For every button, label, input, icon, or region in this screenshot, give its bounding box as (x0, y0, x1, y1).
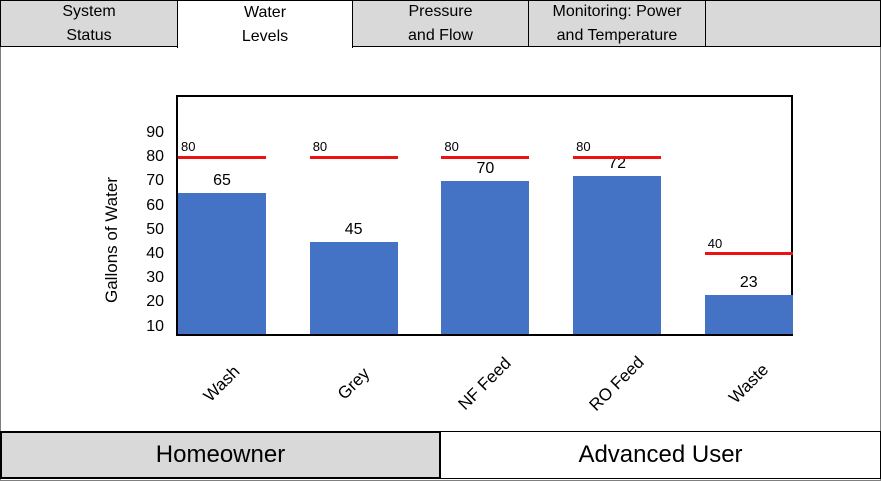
advanced-user-button[interactable]: Advanced User (441, 431, 881, 479)
homeowner-button[interactable]: Homeowner (0, 431, 441, 479)
limit-line (178, 155, 266, 159)
tab-system-status[interactable]: System Status (0, 0, 178, 47)
bar-value-label: 45 (344, 220, 363, 238)
limit-label: 40 (707, 235, 723, 251)
bar-ro-feed (573, 176, 662, 334)
y-tick-label: 20 (146, 293, 164, 311)
y-tick-label: 60 (146, 196, 164, 214)
bar-wash (178, 193, 266, 334)
tab-label: Water Levels (241, 3, 289, 45)
tab-monitoring-power-temperature[interactable]: Monitoring: Power and Temperature (528, 0, 706, 47)
limit-label: 80 (444, 139, 459, 155)
limit-label: 80 (576, 139, 591, 155)
limit-line (573, 155, 662, 159)
y-tick-label: 70 (146, 172, 164, 190)
limit-label: 80 (312, 139, 328, 155)
y-tick-label: 10 (146, 317, 164, 335)
tab-water-levels[interactable]: Water Levels (177, 0, 353, 48)
homeowner-label: Homeowner (155, 441, 286, 468)
y-tick-label: 90 (146, 123, 164, 141)
tab-empty[interactable] (705, 0, 881, 47)
tab-label: System Status (62, 2, 116, 44)
bar-value-label: 65 (213, 172, 231, 190)
bar-value-label: 72 (608, 155, 626, 173)
tab-label: Pressure and Flow (408, 2, 473, 44)
bar-waste (704, 295, 793, 334)
y-tick-label: 50 (146, 220, 164, 238)
tab-pressure-and-flow[interactable]: Pressure and Flow (352, 0, 529, 47)
limit-line (309, 155, 398, 159)
limit-label: 80 (181, 139, 196, 155)
tab-label: Monitoring: Power and Temperature (552, 2, 682, 44)
y-tick-label: 80 (146, 148, 164, 166)
bar-value-label: 23 (739, 274, 758, 292)
limit-line (441, 155, 530, 159)
y-axis-label: Gallons of Water (102, 177, 121, 303)
bar-grey (309, 241, 398, 334)
limit-line (704, 252, 793, 256)
y-tick-label: 40 (146, 244, 164, 262)
bar-nf-feed (441, 181, 530, 334)
advanced-user-label: Advanced User (578, 441, 743, 468)
bar-value-label: 70 (476, 160, 495, 178)
y-tick-label: 30 (146, 269, 164, 287)
